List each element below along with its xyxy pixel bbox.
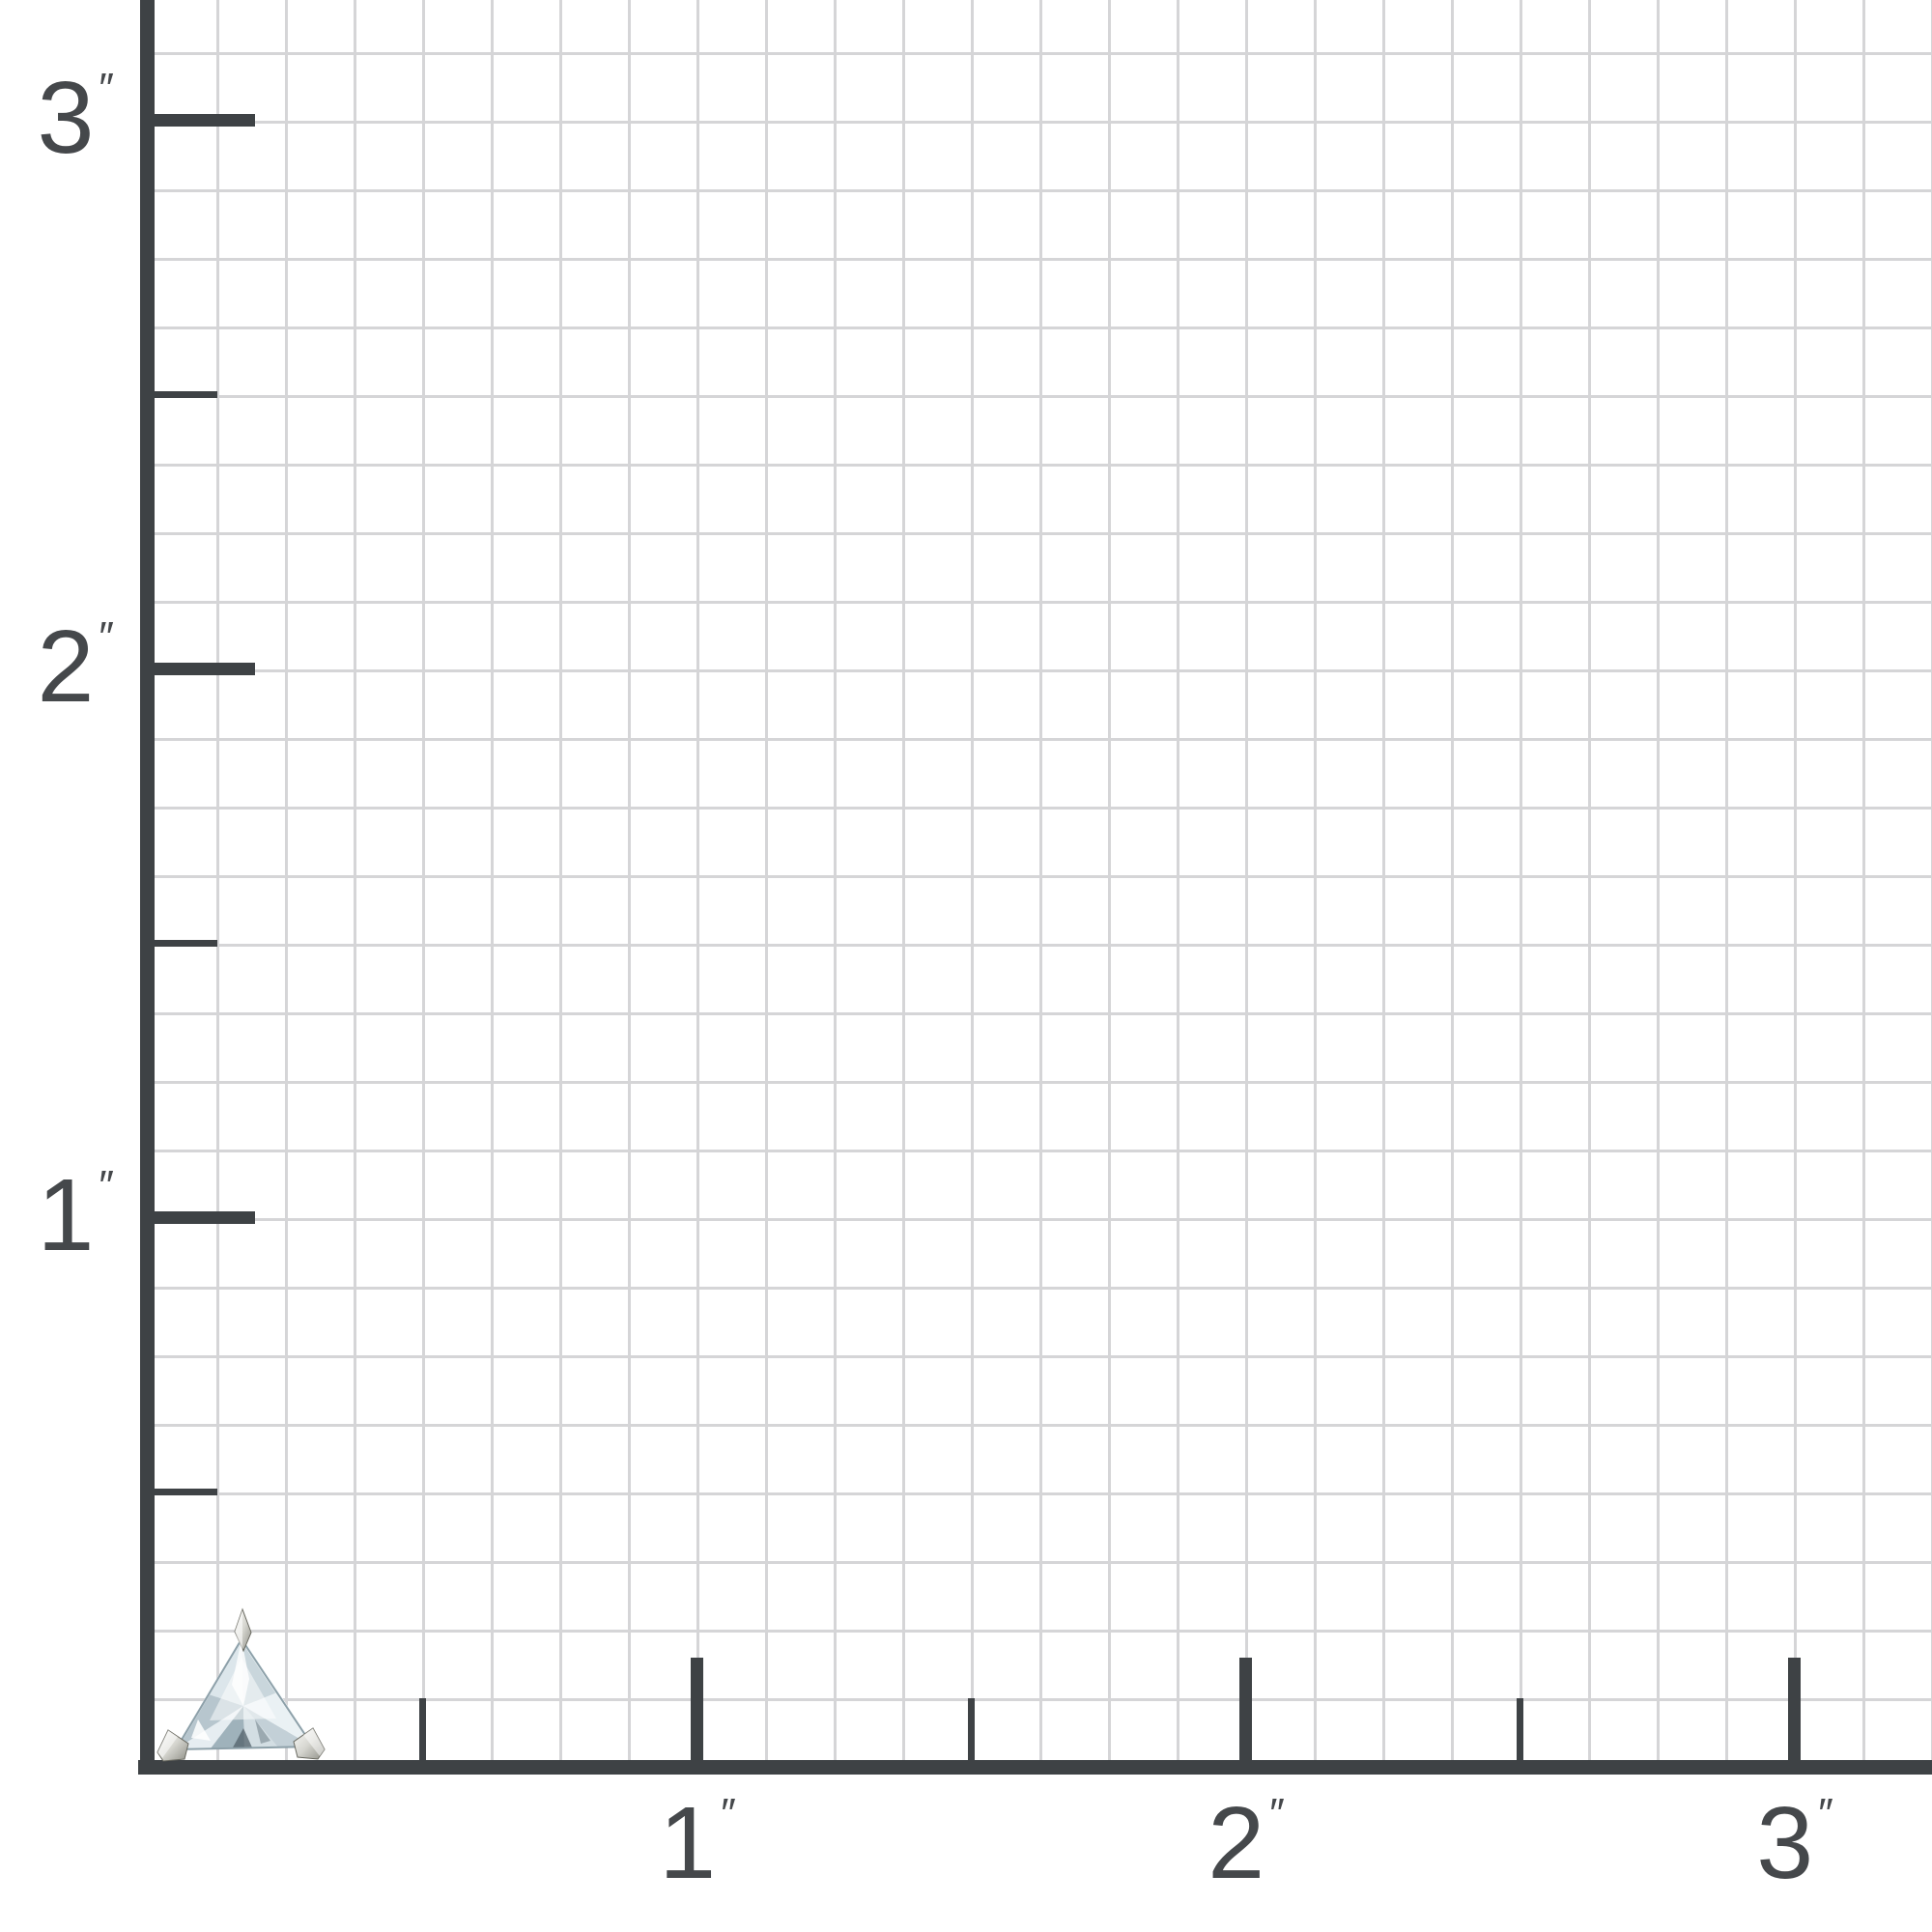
- y-tick-half-in: [153, 1489, 217, 1495]
- y-label-value: 1: [37, 1158, 95, 1272]
- x-tick-2-half-in: [1517, 1698, 1523, 1760]
- x-tick-1-half-in: [968, 1698, 975, 1760]
- gem-top-prong: [234, 1607, 252, 1653]
- y-label-value: 3: [37, 61, 95, 175]
- x-tick-1in: [691, 1658, 703, 1760]
- x-axis-label-1in: 1 ″: [553, 1780, 842, 1906]
- gem-facets: [174, 1637, 315, 1751]
- x-label-value: 2: [1208, 1786, 1265, 1900]
- inch-mark: ″: [721, 1790, 736, 1837]
- inch-mark: ″: [1818, 1790, 1833, 1837]
- x-tick-3in: [1788, 1658, 1801, 1760]
- x-tick-half-in: [419, 1698, 426, 1760]
- y-axis-label-1in: 1 ″: [0, 1152, 114, 1278]
- gem-left-prong: [156, 1729, 189, 1762]
- x-axis-label-3in: 3 ″: [1650, 1780, 1932, 1906]
- x-label-value: 3: [1756, 1786, 1814, 1900]
- x-axis: [138, 1760, 1932, 1775]
- y-axis: [140, 0, 155, 1775]
- x-axis-label-2in: 2 ″: [1101, 1780, 1391, 1906]
- x-label-value: 1: [659, 1786, 717, 1900]
- y-tick-2in: [153, 663, 255, 675]
- inch-mark: ″: [1269, 1790, 1285, 1837]
- y-tick-1-half-in: [153, 940, 217, 947]
- y-axis-label-3in: 3 ″: [0, 55, 114, 181]
- y-tick-2-half-in: [153, 391, 217, 398]
- trillion-gemstone: [156, 1607, 326, 1762]
- inch-mark: ″: [99, 65, 114, 112]
- inch-mark: ″: [99, 613, 114, 661]
- y-axis-label-2in: 2 ″: [0, 604, 114, 729]
- y-tick-1in: [153, 1211, 255, 1224]
- gem-right-prong: [293, 1727, 326, 1760]
- x-tick-2in: [1239, 1658, 1252, 1760]
- y-label-value: 2: [37, 610, 95, 724]
- y-tick-3in: [153, 114, 255, 127]
- inch-mark: ″: [99, 1162, 114, 1209]
- grid-horizontal-lines: [148, 52, 1932, 1767]
